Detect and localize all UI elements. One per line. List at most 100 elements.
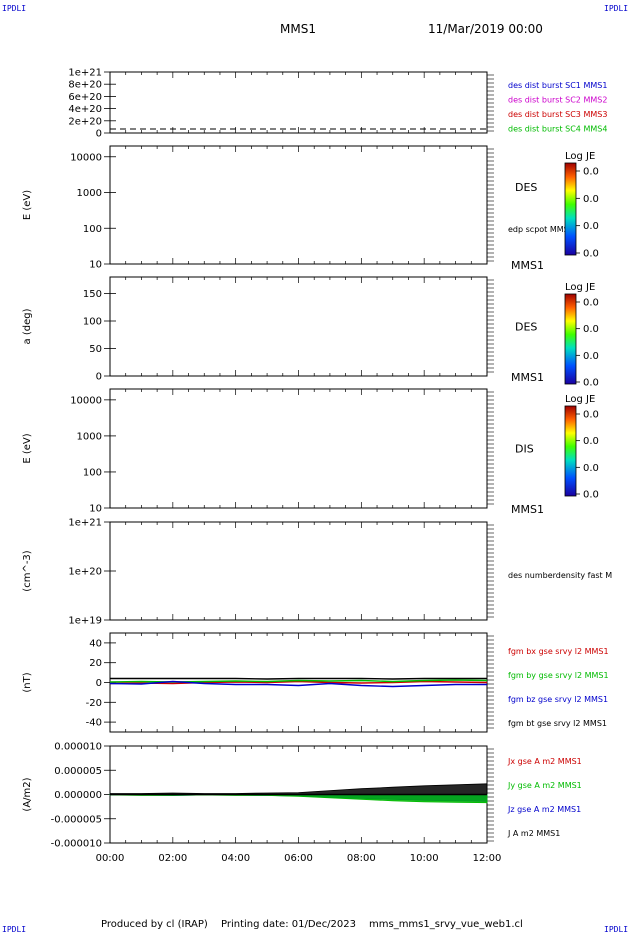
y-tick-label: 4e+20 bbox=[68, 104, 102, 115]
spacecraft-label: MMS1 bbox=[511, 371, 544, 384]
colorbar-tick-label: 0.0 bbox=[583, 324, 599, 335]
legend-entry: des numberdensity fast M bbox=[508, 571, 612, 580]
x-tick-label: 04:00 bbox=[221, 853, 250, 864]
page-title: MMS1 bbox=[280, 22, 316, 36]
colorbar-tick-label: 0.0 bbox=[583, 249, 599, 260]
panel-frame bbox=[109, 388, 488, 509]
y-tick-label: 1e+21 bbox=[68, 518, 102, 529]
y-axis-label: E (eV) bbox=[22, 190, 33, 220]
y-tick-label: 20 bbox=[89, 658, 102, 669]
footer-printing-date: Printing date: 01/Dec/2023 bbox=[221, 919, 357, 930]
colorbar-tick-label: 0.0 bbox=[583, 351, 599, 362]
x-tick-label: 06:00 bbox=[284, 853, 313, 864]
y-axis-label: E (eV) bbox=[22, 433, 33, 463]
series-envelope-J bbox=[109, 783, 488, 795]
footer-produced-by: Produced by cl (IRAP) bbox=[101, 919, 208, 930]
x-tick-label: 12:00 bbox=[473, 853, 502, 864]
legend-entry: Jz gse A m2 MMS1 bbox=[507, 805, 581, 814]
series-line-bt bbox=[110, 677, 487, 680]
y-tick-label: 100 bbox=[83, 467, 102, 478]
x-tick-label: 08:00 bbox=[347, 853, 376, 864]
header-corner-left: IPDLI bbox=[2, 4, 27, 13]
panel-frame bbox=[109, 71, 488, 134]
y-tick-label: 50 bbox=[89, 344, 102, 355]
legend-entry: fgm bz gse srvy l2 MMS1 bbox=[508, 695, 608, 704]
series-line-bx bbox=[109, 680, 488, 685]
y-tick-label: 10000 bbox=[70, 152, 102, 163]
legend-entry: fgm bt gse srvy l2 MMS1 bbox=[508, 719, 607, 728]
footer-file: mms_mms1_srvy_vue_web1.cl bbox=[369, 919, 523, 930]
y-tick-label: 150 bbox=[83, 289, 102, 300]
y-tick-label: 10 bbox=[89, 260, 102, 271]
colorbar-tick-label: 0.0 bbox=[583, 436, 599, 447]
colorbar-title: Log JE bbox=[565, 282, 595, 293]
y-tick-label: 10000 bbox=[70, 395, 102, 406]
y-tick-label: 40 bbox=[89, 638, 102, 649]
x-tick-label: 10:00 bbox=[410, 853, 439, 864]
panel-frame bbox=[109, 276, 488, 377]
y-tick-label: 0 bbox=[96, 372, 102, 383]
colorbar-tick-label: 0.0 bbox=[583, 167, 599, 178]
legend-entry: Jx gse A m2 MMS1 bbox=[507, 757, 582, 766]
series-envelope-Jy bbox=[109, 794, 488, 804]
extra-label: edp scpot MMS1 bbox=[508, 225, 574, 234]
y-axis-label: a (deg) bbox=[22, 308, 33, 344]
colorbar-title: Log JE bbox=[565, 394, 595, 405]
colorbar bbox=[564, 162, 577, 256]
y-tick-label: 1e+21 bbox=[68, 68, 102, 79]
y-axis-label: (cm^-3) bbox=[22, 550, 33, 591]
y-tick-label: -20 bbox=[86, 698, 102, 709]
colorbar-tick-label: 0.0 bbox=[583, 378, 599, 389]
instrument-label: DIS bbox=[515, 443, 534, 456]
y-tick-label: 0 bbox=[96, 129, 102, 140]
y-tick-label: 0 bbox=[96, 678, 102, 689]
series-line-bz bbox=[109, 680, 487, 688]
colorbar-tick-label: 0.0 bbox=[583, 410, 599, 421]
y-tick-label: 6e+20 bbox=[68, 92, 102, 103]
y-tick-label: 0.000000 bbox=[54, 790, 102, 801]
y-tick-label: 0.000005 bbox=[54, 766, 102, 777]
instrument-label: DES bbox=[515, 321, 537, 334]
y-tick-label: 1e+19 bbox=[68, 616, 102, 627]
y-tick-label: 2e+20 bbox=[68, 116, 102, 127]
y-tick-label: -0.000005 bbox=[51, 814, 102, 825]
spacecraft-label: MMS1 bbox=[511, 259, 544, 272]
colorbar-tick-label: 0.0 bbox=[583, 298, 599, 309]
y-tick-label: 10 bbox=[89, 504, 102, 515]
y-tick-label: -0.000010 bbox=[51, 839, 102, 850]
panel-frame bbox=[109, 521, 488, 621]
legend-entry: fgm by gse srvy l2 MMS1 bbox=[508, 671, 609, 680]
colorbar-tick-label: 0.0 bbox=[583, 463, 599, 474]
colorbar-tick-label: 0.0 bbox=[583, 221, 599, 232]
legend-entry: Jy gse A m2 MMS1 bbox=[507, 781, 582, 790]
y-tick-label: 8e+20 bbox=[68, 80, 102, 91]
y-tick-label: 100 bbox=[83, 317, 102, 328]
colorbar bbox=[564, 293, 577, 385]
y-tick-label: 1e+20 bbox=[68, 567, 102, 578]
y-tick-label: 1000 bbox=[77, 188, 102, 199]
legend-entry: fgm bx gse srvy l2 MMS1 bbox=[508, 647, 609, 656]
legend-entry: des dist burst SC4 MMS4 bbox=[508, 125, 607, 134]
instrument-label: DES bbox=[515, 181, 537, 194]
x-tick-label: 00:00 bbox=[96, 853, 125, 864]
y-tick-label: 1000 bbox=[77, 431, 102, 442]
legend-entry: des dist burst SC3 MMS3 bbox=[508, 110, 607, 119]
colorbar-tick-label: 0.0 bbox=[583, 194, 599, 205]
y-axis-label: (A/m2) bbox=[22, 777, 33, 811]
y-tick-label: -40 bbox=[86, 718, 102, 729]
legend-entry: des dist burst SC2 MMS2 bbox=[508, 96, 607, 105]
spacecraft-label: MMS1 bbox=[511, 503, 544, 516]
y-tick-label: 0.000010 bbox=[54, 742, 102, 753]
header-corner-right: IPDLI bbox=[604, 4, 629, 13]
colorbar-title: Log JE bbox=[565, 151, 595, 162]
y-tick-label: 100 bbox=[83, 224, 102, 235]
legend-entry: des dist burst SC1 MMS1 bbox=[508, 81, 607, 90]
legend-entry: J A m2 MMS1 bbox=[507, 829, 560, 838]
footer-corner-right: IPDLI bbox=[604, 925, 629, 934]
colorbar bbox=[564, 405, 577, 497]
y-axis-label: (nT) bbox=[22, 672, 33, 692]
colorbar-tick-label: 0.0 bbox=[583, 490, 599, 501]
panel-frame bbox=[109, 145, 488, 265]
footer-corner-left: IPDLI bbox=[2, 925, 27, 934]
